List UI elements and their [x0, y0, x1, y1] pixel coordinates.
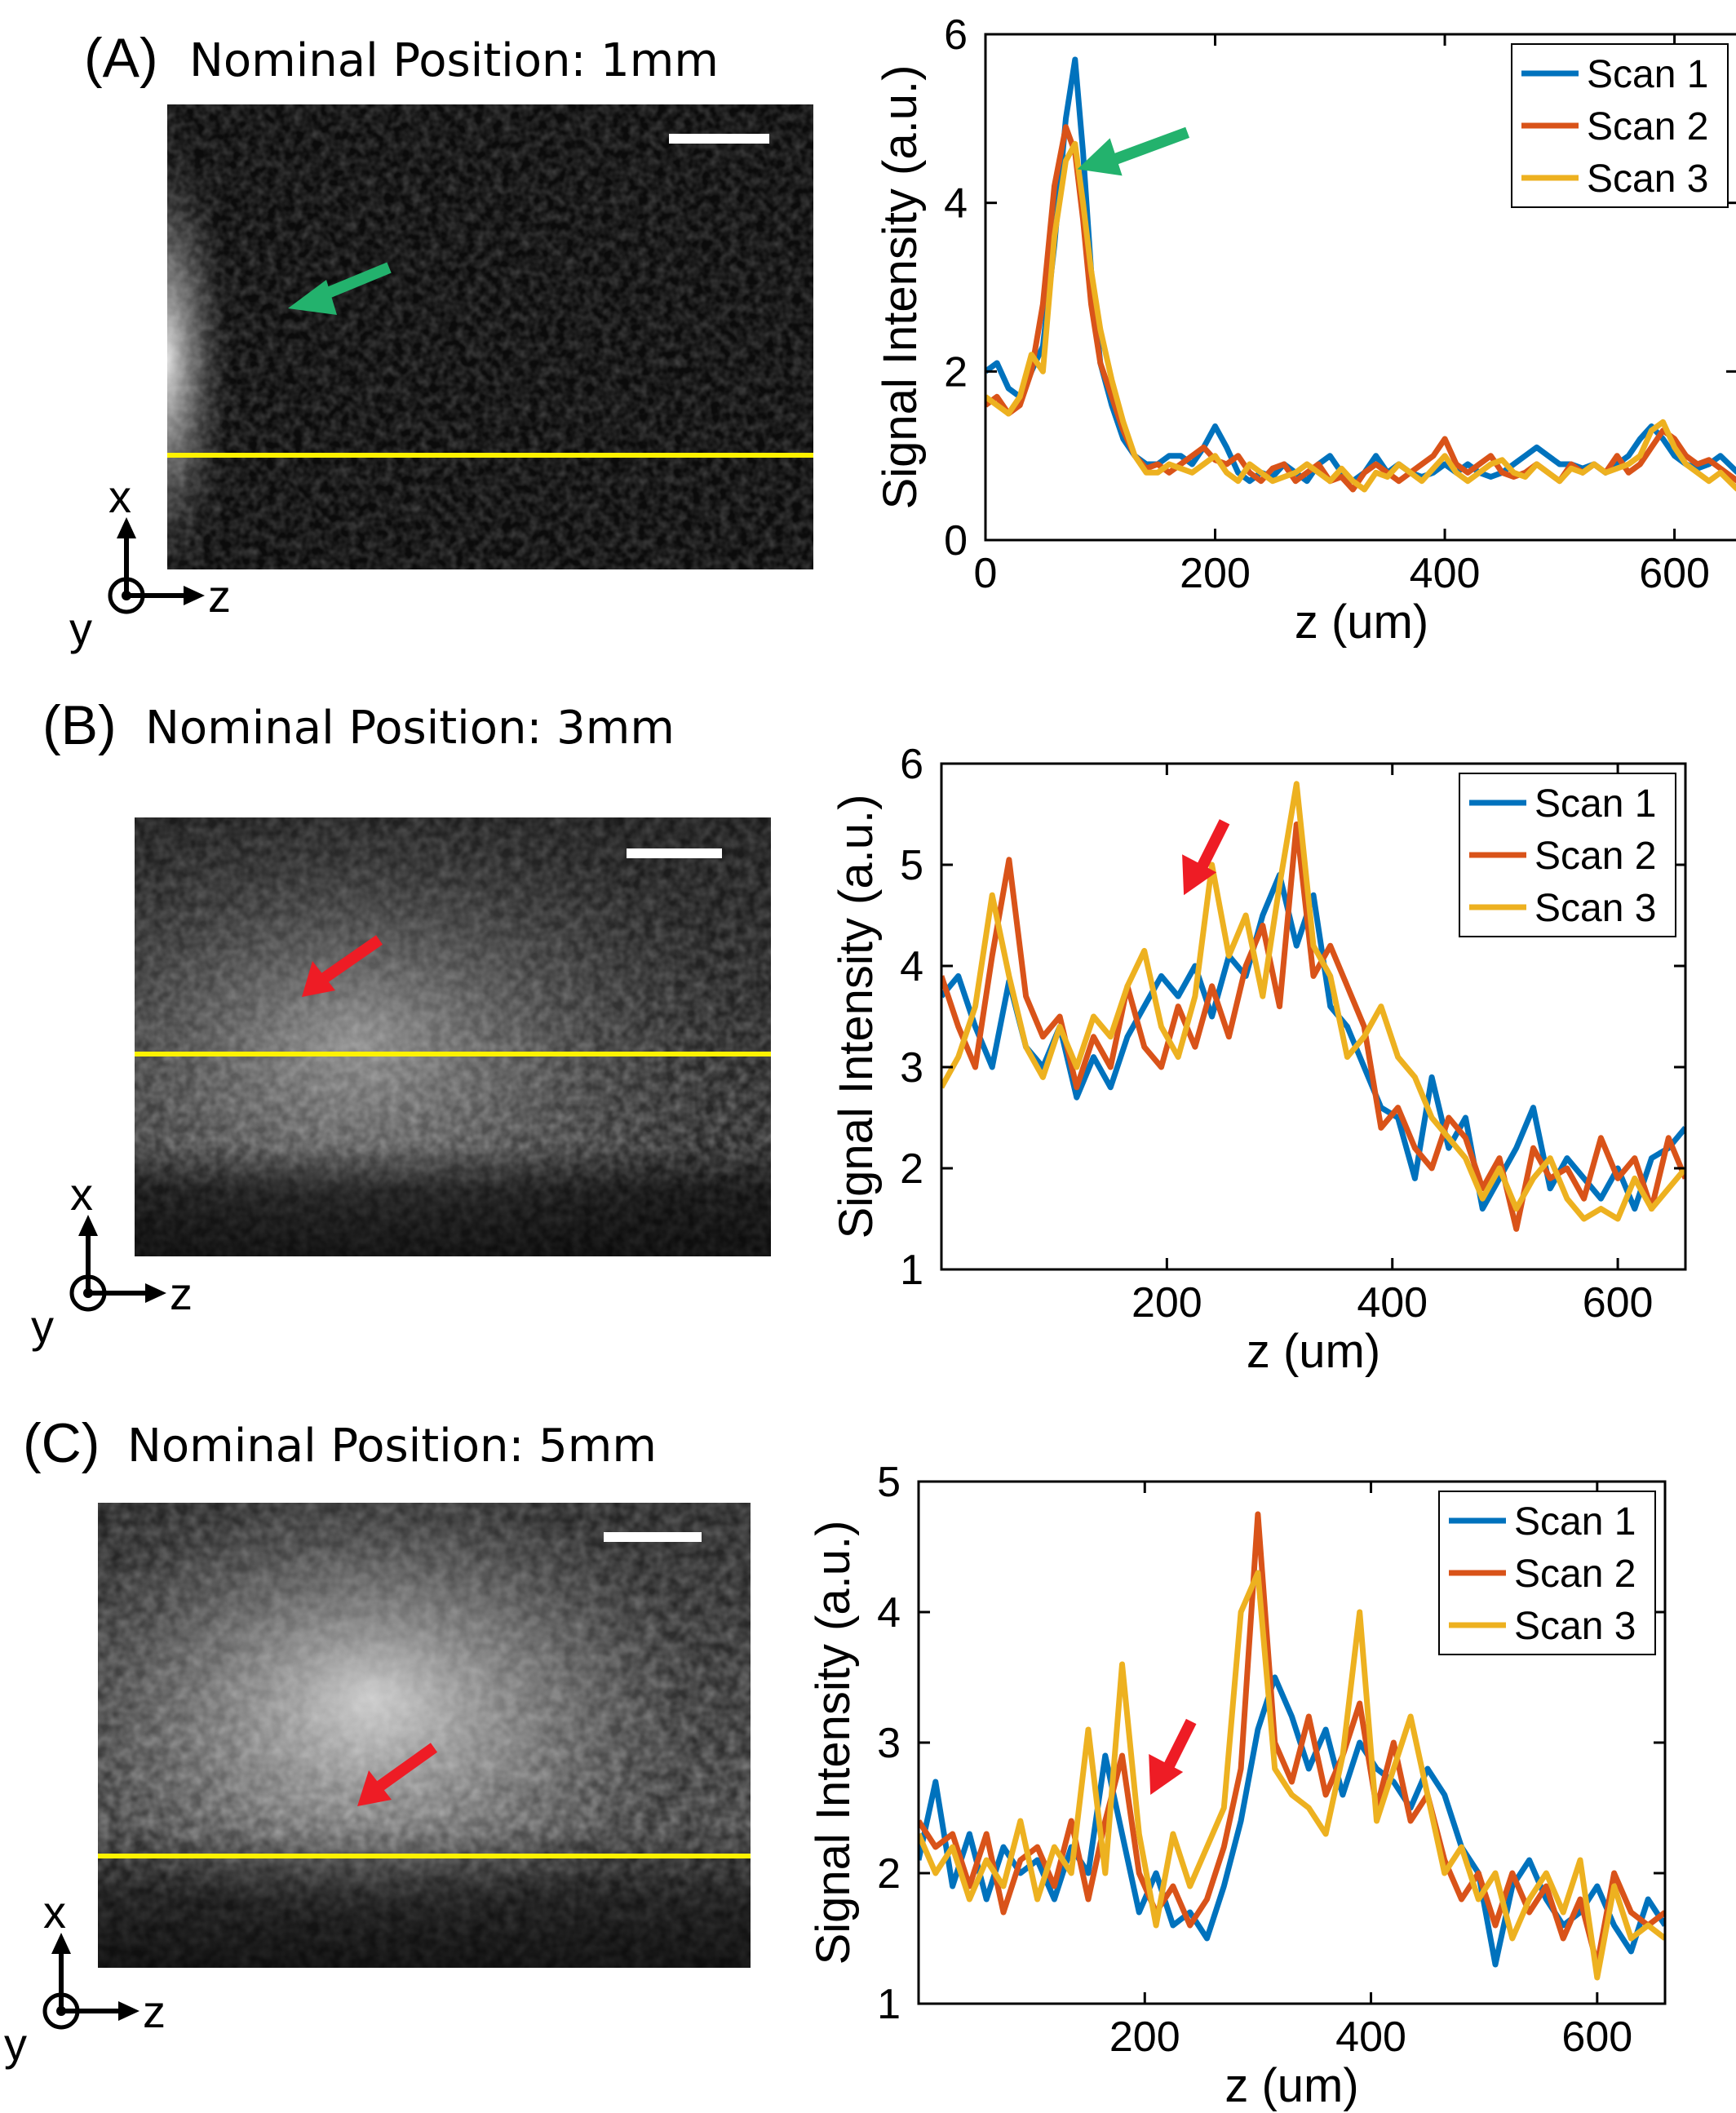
axis-y-label: y: [31, 1300, 54, 1352]
axis-y-label: y: [69, 603, 92, 654]
x-tick-label: 600: [1583, 1279, 1654, 1327]
panel-title: Nominal Position: 5mm: [127, 1420, 657, 1473]
series-group: [985, 56, 1736, 493]
plot-frame: [940, 762, 1687, 1271]
y-tick-label: 3: [877, 1720, 901, 1767]
y-axis-label: Signal Intensity (a.u.): [874, 65, 927, 510]
axis-z-label: z: [143, 1986, 166, 2037]
y-tick-label: 4: [877, 1589, 901, 1637]
axis-z-label: z: [170, 1268, 193, 1319]
axis-z-label: z: [208, 570, 231, 622]
y-tick-label: 6: [900, 741, 923, 788]
x-tick-label: 200: [1132, 1279, 1202, 1327]
legend: Scan 1 Scan 2 Scan 3: [1511, 43, 1729, 208]
image-content: [167, 104, 813, 569]
x-axis-label: z (um): [1224, 2059, 1358, 2112]
scale-bar: [669, 134, 769, 144]
panel-b: (B) Nominal Position: 3mm: [0, 677, 1736, 1387]
x-axis-label: z (um): [1247, 1325, 1380, 1378]
series-group: [941, 781, 1685, 1232]
y-tick-label: 2: [877, 1850, 901, 1898]
x-tick-label: 400: [1410, 550, 1481, 597]
y-tick-label: 2: [900, 1145, 923, 1193]
y-tick-label: 1: [877, 1981, 901, 2028]
panel-label: (C): [23, 1412, 100, 1474]
x-tick-label: 0: [974, 550, 998, 597]
legend-label: Scan 3: [1514, 1605, 1636, 1648]
y-tick-label: 6: [944, 11, 968, 59]
legend-label: Scan 2: [1514, 1553, 1636, 1596]
axis-x-label: x: [70, 1168, 93, 1220]
image-content: [135, 817, 771, 1256]
microscopy-image: [135, 817, 771, 1256]
series-line-scan-1: [919, 1674, 1665, 1968]
x-tick-label: 600: [1561, 2013, 1632, 2061]
legend-label: Scan 3: [1534, 887, 1656, 930]
legend-label: Scan 2: [1534, 835, 1656, 878]
axis-x-label: x: [43, 1886, 66, 1938]
y-tick-label: 3: [900, 1044, 923, 1092]
panel-title: Nominal Position: 1mm: [189, 34, 719, 87]
plot-frame: [984, 33, 1736, 542]
legend-label: Scan 1: [1514, 1500, 1636, 1544]
y-tick-label: 4: [944, 180, 968, 228]
x-tick-label: 200: [1180, 550, 1251, 597]
scale-bar: [627, 848, 722, 858]
axis-x-label: x: [108, 471, 131, 522]
panel-label: (B): [42, 694, 117, 756]
scale-bar: [604, 1532, 702, 1542]
panel-c: (C) Nominal Position: 5mm: [0, 1395, 1736, 2113]
line-chart-c: 200 400 600 1 2 3 4 5 z (um) Signal Intensity (a.…: [807, 1459, 1667, 2112]
axis-y-label: y: [4, 2018, 27, 2070]
y-axis-label: Signal Intensity (a.u.): [807, 1521, 860, 1965]
red-arrow-icon: [302, 935, 383, 997]
series-line-scan-3: [919, 1570, 1665, 1981]
red-arrow-icon: [357, 1743, 438, 1806]
panel-title: Nominal Position: 3mm: [145, 702, 675, 755]
red-arrow-icon: [1182, 819, 1230, 896]
series-line-scan-3: [985, 140, 1736, 493]
y-tick-label: 4: [900, 943, 923, 990]
x-axis-label: z (um): [1295, 596, 1428, 649]
green-arrow-icon: [1077, 126, 1190, 176]
y-tick-label: 1: [900, 1247, 923, 1294]
x-tick-label: 400: [1335, 2013, 1406, 2061]
x-tick-label: 200: [1109, 2013, 1180, 2061]
y-tick-label: 2: [944, 348, 968, 396]
series-line-scan-2: [919, 1511, 1665, 1968]
series-group: [919, 1511, 1665, 1981]
legend-label: Scan 1: [1534, 782, 1656, 826]
y-axis-label: Signal Intensity (a.u.): [830, 795, 883, 1239]
legend: Scan 1 Scan 2 Scan 3: [1438, 1491, 1656, 1655]
legend-label: Scan 3: [1587, 157, 1708, 201]
line-chart-a: 0 200 400 600 0 2 4 6 z (um) Signal Intensity (a.…: [874, 11, 1736, 649]
legend: Scan 1 Scan 2 Scan 3: [1459, 773, 1676, 937]
red-arrow-icon: [1149, 1718, 1197, 1795]
x-tick-label: 400: [1357, 1279, 1428, 1327]
y-tick-label: 0: [944, 517, 968, 565]
microscopy-image: [167, 104, 813, 569]
y-tick-label: 5: [877, 1459, 901, 1506]
legend-label: Scan 1: [1587, 53, 1708, 96]
legend-label: Scan 2: [1587, 105, 1708, 148]
image-content: [98, 1503, 751, 1968]
line-chart-b: 200 400 600 1 2 3 4 5 6 z (um) Signal Intensity (a…: [830, 741, 1687, 1378]
x-tick-label: 600: [1639, 550, 1710, 597]
y-tick-label: 5: [900, 842, 923, 889]
panel-label: (A): [84, 27, 158, 89]
microscopy-image: [98, 1503, 751, 1968]
series-line-scan-3: [941, 781, 1685, 1222]
green-arrow-icon: [288, 262, 392, 315]
panel-a: (A) Nominal Position: 1mm: [0, 0, 1736, 669]
